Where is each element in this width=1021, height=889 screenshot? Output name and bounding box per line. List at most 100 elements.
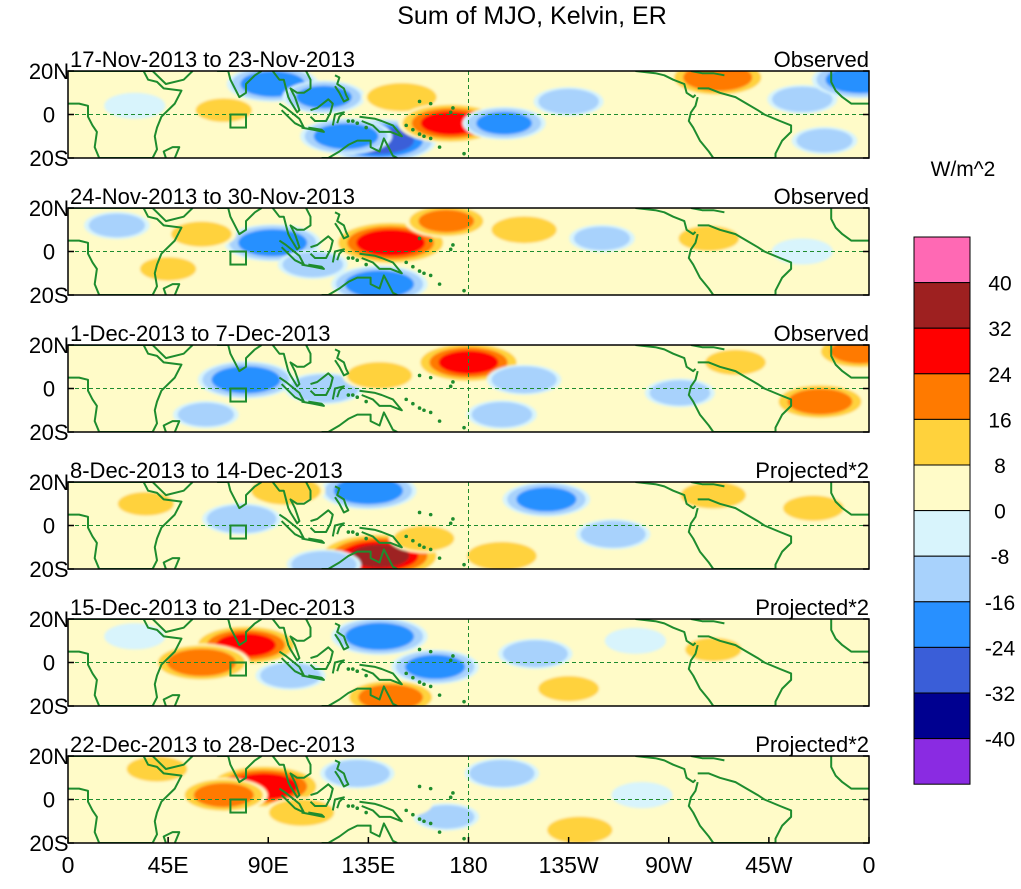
- colorbar-swatch: [913, 601, 971, 648]
- lon-label: 0: [863, 852, 876, 878]
- colorbar-swatch: [913, 327, 971, 375]
- anomaly-contour: [573, 226, 631, 251]
- anomaly-contour: [604, 627, 667, 654]
- anomaly-contour: [538, 88, 599, 115]
- anomaly-contour: [291, 551, 357, 569]
- colorbar-swatch: [913, 692, 971, 740]
- lat-label: 20N: [29, 59, 69, 84]
- index-box: [229, 113, 248, 129]
- anomaly-contour: [502, 640, 568, 668]
- lat-label: 20S: [29, 146, 68, 171]
- panel-type: Observed: [774, 321, 869, 346]
- panel-type: Projected*2: [755, 458, 869, 483]
- panel-date: 17-Nov-2013 to 23-Nov-2013: [70, 47, 355, 72]
- panel-type: Projected*2: [755, 732, 869, 757]
- anomaly-contour: [333, 482, 403, 505]
- anomaly-contour: [705, 349, 766, 375]
- anomaly-contour: [772, 86, 833, 112]
- anomaly-contour: [313, 123, 379, 150]
- anomaly-contour: [830, 345, 869, 364]
- lat-label: 20N: [29, 196, 69, 221]
- anomaly-contour: [405, 654, 466, 680]
- map-panel: 20N 0 20S 24-Nov-2013 to 30-Nov-2013 Observe…: [29, 184, 870, 308]
- longitude-axis: 0 45E 90E 135E 180 135W 90W 45W 0: [62, 837, 876, 878]
- anomaly-contour: [324, 760, 390, 787]
- colorbar-swatch: [913, 236, 971, 284]
- anomaly-contour: [516, 487, 577, 512]
- anomaly-contour: [367, 83, 437, 112]
- panel-type: Observed: [774, 184, 869, 209]
- anomaly-contour: [177, 402, 234, 427]
- anomaly-contour: [611, 782, 673, 809]
- anomaly-contour: [371, 790, 433, 818]
- anomaly-contour: [683, 71, 753, 92]
- anomaly-contour: [476, 111, 532, 135]
- lon-label: 90W: [645, 852, 693, 878]
- colorbar-label: -32: [985, 683, 1015, 706]
- lat-label: 20S: [29, 831, 68, 856]
- colorbar-swatch: [913, 464, 971, 512]
- colorbar-swatch: [913, 646, 971, 694]
- colorbar: W/m^2 40 32 24 16 8 0 -8 -16 -24 -32 -40: [913, 158, 1016, 785]
- anomaly-contour: [491, 216, 557, 244]
- colorbar-swatch: [913, 373, 971, 420]
- colorbar-swatch: [913, 555, 971, 603]
- colorbar-label: 24: [988, 364, 1012, 387]
- anomaly-contour: [140, 257, 197, 281]
- anomaly-contour: [580, 520, 646, 548]
- figure-title: Sum of MJO, Kelvin, ER: [397, 2, 667, 30]
- anomaly-contour: [418, 209, 475, 233]
- anomaly-contour: [469, 760, 535, 787]
- anomaly-contour: [117, 492, 174, 516]
- anomaly-contour: [356, 229, 425, 257]
- index-box: [229, 250, 248, 266]
- colorbar-label: 32: [988, 318, 1011, 341]
- lat-label: 0: [43, 514, 55, 539]
- index-box: [229, 387, 248, 403]
- anomaly-contour: [796, 128, 853, 153]
- lat-label: 20S: [29, 694, 68, 719]
- anomaly-contour: [260, 662, 321, 689]
- anomaly-contour: [104, 623, 166, 650]
- panel-type: Observed: [774, 47, 869, 72]
- panel-type: Projected*2: [755, 595, 869, 620]
- lat-label: 20N: [29, 744, 69, 769]
- panel-date: 8-Dec-2013 to 14-Dec-2013: [70, 458, 343, 483]
- anomaly-contour: [467, 541, 537, 569]
- anomaly-contour: [345, 622, 414, 651]
- map-panel: 20N 0 20S 1-Dec-2013 to 7-Dec-2013 Observed: [29, 321, 870, 445]
- anomaly-contour: [171, 221, 232, 247]
- panel-date: 22-Dec-2013 to 28-Dec-2013: [70, 732, 355, 757]
- panels: 20N 0 20S 17-Nov-2013 to 23-Nov-2013 Observe…: [29, 47, 870, 856]
- anomaly-contour: [825, 71, 869, 94]
- anomaly-contour: [349, 544, 410, 568]
- anomaly-contour: [471, 402, 533, 428]
- colorbar-label: 40: [988, 273, 1011, 296]
- lon-label: 135E: [342, 852, 396, 878]
- anomaly-contour: [680, 482, 746, 509]
- lat-label: 0: [43, 103, 55, 128]
- colorbar-label: 0: [994, 501, 1006, 524]
- lat-label: 0: [43, 240, 55, 265]
- colorbar-label: 8: [994, 455, 1006, 478]
- anomaly-contour: [538, 676, 599, 702]
- panel-date: 24-Nov-2013 to 30-Nov-2013: [70, 184, 355, 209]
- anomaly-contour: [206, 504, 277, 534]
- lon-label: 135W: [539, 852, 599, 878]
- map-panel: 20N 0 20S 17-Nov-2013 to 23-Nov-2013 Observe…: [29, 47, 870, 171]
- anomaly-contour: [193, 783, 254, 808]
- map-panel: 20N 0 20S 22-Dec-2013 to 28-Dec-2013 Project…: [29, 732, 870, 856]
- anomaly-contour: [771, 645, 833, 672]
- lon-label: 0: [62, 852, 75, 878]
- lon-label: 45W: [745, 852, 793, 878]
- anomaly-contour: [704, 773, 767, 800]
- colorbar-label: -24: [985, 637, 1016, 660]
- colorbar-label: -8: [991, 546, 1010, 569]
- anomaly-contour: [491, 366, 557, 394]
- lat-label: 0: [43, 377, 55, 402]
- anomaly-contour: [195, 98, 252, 122]
- anomaly-contour: [346, 362, 413, 389]
- anomaly-contour: [251, 482, 321, 505]
- index-box: [229, 661, 248, 677]
